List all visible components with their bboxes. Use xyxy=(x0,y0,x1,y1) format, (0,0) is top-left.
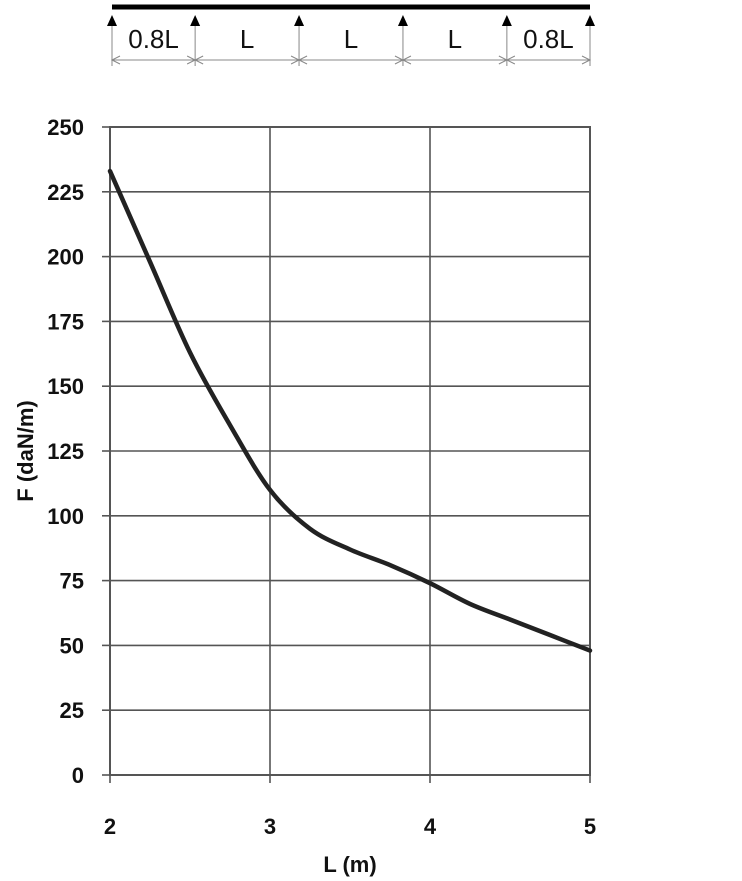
y-tick-label: 50 xyxy=(60,633,84,658)
dimension-arrowhead xyxy=(581,55,592,65)
series-lines xyxy=(107,168,593,653)
y-tick-label: 175 xyxy=(47,309,84,334)
y-tick-label: 100 xyxy=(47,504,84,529)
y-tick-label: 200 xyxy=(47,245,84,270)
grid-lines xyxy=(109,126,591,776)
span-label: 0.8L xyxy=(128,24,179,54)
support-marker xyxy=(107,15,117,26)
y-tick-label: 225 xyxy=(47,180,84,205)
y-tick-label: 150 xyxy=(47,374,84,399)
y-tick-label: 75 xyxy=(60,569,84,594)
span-label: 0.8L xyxy=(523,24,574,54)
y-tick-label: 125 xyxy=(47,439,84,464)
y-tick-label: 25 xyxy=(60,698,84,723)
support-marker xyxy=(501,15,512,26)
x-tick-label: 4 xyxy=(424,814,437,839)
span-label: L xyxy=(448,24,462,54)
x-tick-label: 5 xyxy=(584,814,596,839)
span-label: L xyxy=(240,24,254,54)
span-label: L xyxy=(344,24,358,54)
x-tick-label: 2 xyxy=(104,814,116,839)
support-marker xyxy=(294,15,305,26)
continuous-beam-diagram: 0.8L L L L 0.8L xyxy=(107,4,595,66)
x-tick-labels: 2 3 4 5 xyxy=(104,775,596,839)
dimension-arrowhead xyxy=(110,55,121,65)
series-line xyxy=(107,168,593,653)
support-marker xyxy=(585,15,595,26)
y-tick-labels: 0 25 50 75 100 125 150 175 200 225 250 xyxy=(47,115,110,788)
x-axis-title: L (m) xyxy=(323,852,376,877)
y-tick-label: 250 xyxy=(47,115,84,140)
support-marker xyxy=(397,15,408,26)
support-marker xyxy=(190,15,201,26)
dimension-arrowhead xyxy=(505,55,516,65)
dimension-arrowhead xyxy=(194,55,204,65)
x-tick-label: 3 xyxy=(264,814,276,839)
dimension-arrowhead xyxy=(297,55,308,65)
y-tick-label: 0 xyxy=(72,763,84,788)
dimension-arrowhead xyxy=(401,55,412,65)
y-axis-title: F (daN/m) xyxy=(13,400,38,501)
